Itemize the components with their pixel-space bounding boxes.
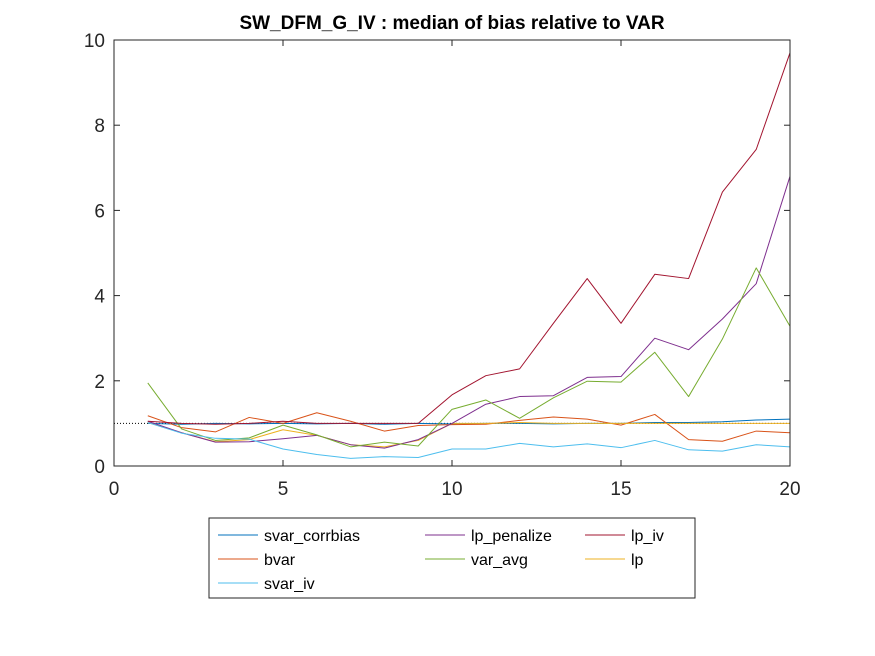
series-line-var-avg	[147, 267, 791, 448]
series-line-lp-iv	[147, 52, 791, 425]
legend-label-var-avg: var_avg	[471, 552, 528, 569]
y-tick-label: 4	[94, 287, 105, 308]
x-tick-label: 20	[779, 479, 800, 500]
legend-label-svar-iv: svar_iv	[264, 576, 315, 593]
x-tick-label: 10	[441, 479, 462, 500]
legend-label-lp-penalize: lp_penalize	[471, 528, 552, 545]
x-tick-label: 15	[610, 479, 631, 500]
legend-label-lp: lp	[631, 552, 644, 569]
y-tick-label: 6	[94, 201, 105, 222]
y-tick-label: 8	[94, 116, 105, 137]
axis-ticks: 0 5 10 15 20 0 2 4 6 8 10	[84, 31, 801, 500]
legend-label-lp-iv: lp_iv	[631, 528, 664, 545]
x-tick-label: 5	[278, 479, 289, 500]
plot-area	[114, 40, 790, 466]
legend-label-bvar: bvar	[264, 552, 296, 569]
legend-box	[208, 517, 696, 599]
y-tick-label: 0	[94, 457, 105, 478]
series-line-bvar	[147, 412, 791, 442]
y-tick-label: 2	[94, 372, 105, 393]
chart-title: SW_DFM_G_IV : median of bias relative to…	[239, 13, 664, 34]
series-layer	[147, 52, 791, 459]
series-line-lp	[147, 422, 790, 448]
x-tick-label: 0	[109, 479, 120, 500]
y-tick-label: 10	[84, 31, 105, 52]
series-line-svar-iv	[147, 422, 791, 459]
legend-label-svar-corrbias: svar_corrbias	[264, 528, 360, 545]
